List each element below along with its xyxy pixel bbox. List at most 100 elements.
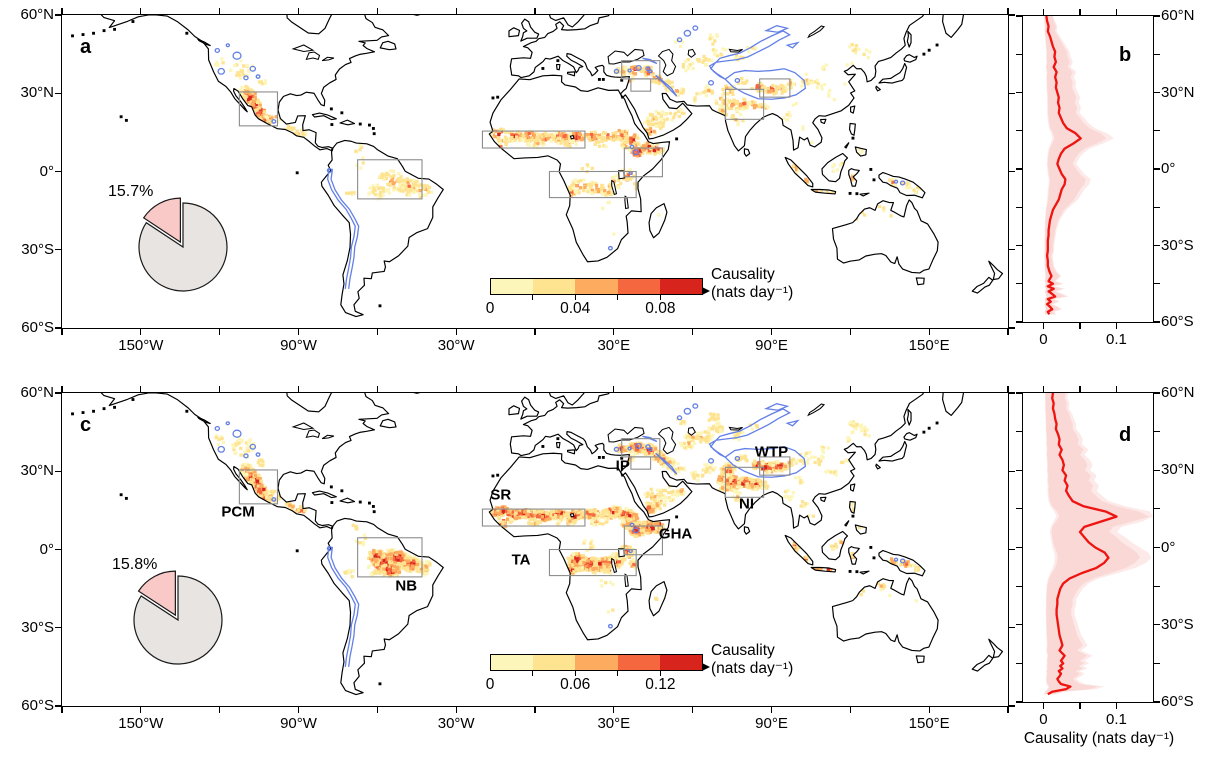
profile-tick: [1016, 662, 1022, 664]
panel-letter-a: a: [80, 36, 92, 58]
map-tick: [692, 329, 694, 335]
map-tick: [770, 329, 773, 335]
map-tick: [376, 8, 378, 14]
causality-heatmap-c: [214, 412, 921, 614]
region-label-NI: NI: [739, 495, 755, 513]
map-tick: [770, 707, 773, 713]
profile-tick: [1042, 323, 1045, 329]
map-tick: [55, 327, 61, 329]
colorbar-gradient-c: [490, 654, 703, 671]
profile-lat-label: 30°S: [1161, 615, 1194, 633]
lon-tick-label: 150°E: [908, 715, 950, 732]
profile-tick: [1016, 624, 1022, 626]
pie-chart-a: [138, 197, 228, 292]
colorbar-segment: [617, 655, 660, 670]
colorbar-tick-label: 0.08: [645, 300, 676, 317]
colorbar-tick-label: 0: [485, 676, 495, 693]
colorbar-title-line2-c: (nats day⁻¹): [711, 659, 794, 677]
lon-tick-label: 30°E: [597, 715, 631, 732]
colorbar-title-c: Causality (nats day⁻¹): [711, 642, 793, 677]
map-tick: [297, 329, 300, 335]
map-tick: [849, 8, 851, 14]
map-tick: [1007, 707, 1009, 713]
region-label-IP: IP: [615, 457, 630, 475]
map-tick: [1009, 14, 1015, 16]
map-tick: [376, 329, 378, 335]
map-tick: [1009, 392, 1015, 394]
region-label-SR: SR: [490, 486, 512, 504]
map-tick: [455, 8, 457, 14]
pie-slice-highlight-a: [142, 197, 181, 244]
lat-tick-label: 60°N: [20, 6, 54, 23]
profile-tick: [1115, 323, 1118, 329]
map-tick: [55, 548, 61, 551]
colorbar-segment: [575, 279, 618, 294]
map-tick: [928, 386, 930, 392]
profile-tick: [1154, 91, 1160, 94]
map-tick: [55, 170, 61, 173]
region-label-GHA: GHA: [658, 525, 693, 543]
map-tick: [534, 329, 536, 335]
colorbar-tick: [659, 295, 661, 300]
map-tick: [1009, 327, 1015, 329]
lon-tick-label: 30°W: [437, 715, 475, 732]
map-tick: [219, 8, 221, 14]
colorbar-segment: [617, 279, 660, 294]
region-label-NB: NB: [395, 577, 418, 595]
profile-tick: [1042, 386, 1045, 392]
map-tick: [770, 386, 773, 392]
map-tick: [297, 8, 300, 14]
lat-tick-label: 30°S: [21, 240, 54, 258]
map-tick: [1009, 92, 1015, 94]
map-tick: [297, 707, 300, 713]
lon-tick-label: 90°W: [280, 337, 317, 354]
map-tick: [1009, 470, 1015, 472]
pie-percentage-c: 15.8%: [112, 556, 158, 573]
profile-tick: [1016, 701, 1022, 703]
map-tick: [219, 329, 221, 335]
profile-tick: [1154, 130, 1160, 132]
map-tick: [55, 92, 61, 94]
uncertainty-band-b: [1044, 16, 1107, 315]
lon-tick-label: 90°W: [280, 715, 317, 732]
profile-tick: [1042, 9, 1045, 15]
map-tick: [455, 386, 457, 392]
profile-tick: [1079, 9, 1081, 15]
profile-tick: [1079, 386, 1081, 392]
zonal-mean-line-b: [1045, 16, 1082, 315]
lat-tick-label: 60°S: [21, 319, 54, 336]
map-tick: [55, 14, 61, 16]
map-tick: [140, 329, 142, 335]
profile-tick: [1115, 703, 1118, 709]
profile-tick: [1016, 469, 1022, 471]
map-tick: [1009, 249, 1015, 251]
map-tick: [376, 386, 378, 392]
profile-lat-label: 0°: [1161, 160, 1176, 177]
map-tick: [1009, 627, 1015, 629]
profile-tick: [1154, 244, 1160, 247]
world-map-panel-c: [71, 393, 1004, 696]
map-tick: [376, 707, 378, 713]
map-tick: [55, 627, 61, 629]
zonal-mean-plot-b: [1044, 16, 1114, 315]
elevation-contours-c: [214, 403, 906, 667]
lon-tick-label: 150°E: [908, 337, 950, 354]
world-map-panel-a: [71, 15, 1004, 318]
profile-tick: [1016, 206, 1022, 208]
map-tick: [61, 329, 63, 335]
lat-tick-label: 60°N: [20, 384, 54, 401]
pie-slice-rest-a: [138, 202, 228, 292]
map-frame-c: [61, 392, 1009, 707]
profile-tick: [1016, 283, 1022, 285]
map-tick: [613, 8, 615, 14]
map-tick: [219, 707, 221, 713]
map-tick: [140, 707, 142, 713]
map-tick: [613, 329, 615, 335]
profile-x-label: 0: [1039, 331, 1048, 348]
colorbar-extend-arrow: [702, 287, 710, 295]
profile-frame-d: [1022, 392, 1154, 703]
profile-lat-label: 30°N: [1161, 461, 1195, 479]
colorbar-segment: [491, 655, 534, 670]
colorbar-segment: [491, 279, 534, 294]
